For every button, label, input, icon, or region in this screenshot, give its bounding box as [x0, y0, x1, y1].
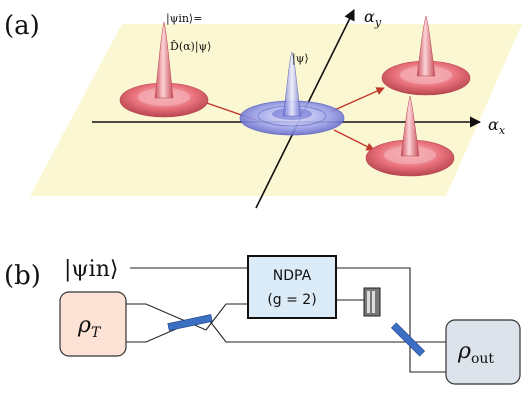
psi-center-label: |ψ⟩ [292, 52, 309, 66]
ndpa-box [247, 255, 337, 319]
rho-t-box [59, 291, 127, 357]
mirror [390, 322, 426, 357]
panel-a-label: (a) [4, 11, 40, 41]
rho-out-box [445, 319, 521, 385]
psi-in-label: |ψin⟩= [166, 12, 202, 26]
ndpa-label: NDPA [273, 268, 312, 284]
displaced-wigner-lower-right [365, 95, 455, 177]
rho-out-label: ρout [457, 339, 494, 367]
displacement-arrow-upper-right [329, 87, 385, 113]
displacement-arrow-lower-right [333, 129, 375, 151]
center-wigner-function [239, 51, 345, 136]
displaced-wigner-upper-right [381, 15, 471, 96]
displacement-operator-label: D̂(α)|ψ⟩ [170, 40, 211, 54]
input-state-label: |ψin⟩ [64, 257, 118, 282]
ndpa-gain-label: (g = 2) [267, 292, 316, 308]
rho-t-label: ρT [77, 313, 102, 341]
beam-dump [363, 287, 381, 317]
displaced-wigner-left [119, 21, 209, 118]
panel-b-label: (b) [4, 261, 41, 291]
beamsplitter [167, 314, 213, 331]
y-axis-label: αy [364, 7, 382, 29]
x-axis-label: αx [488, 115, 506, 137]
